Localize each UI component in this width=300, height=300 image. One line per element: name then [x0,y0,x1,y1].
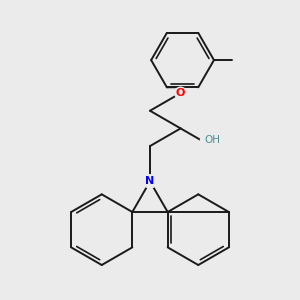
Text: O: O [176,88,185,98]
Circle shape [200,132,218,149]
Text: OH: OH [204,135,220,145]
Circle shape [175,87,187,99]
Text: N: N [146,176,154,186]
Circle shape [143,175,157,188]
